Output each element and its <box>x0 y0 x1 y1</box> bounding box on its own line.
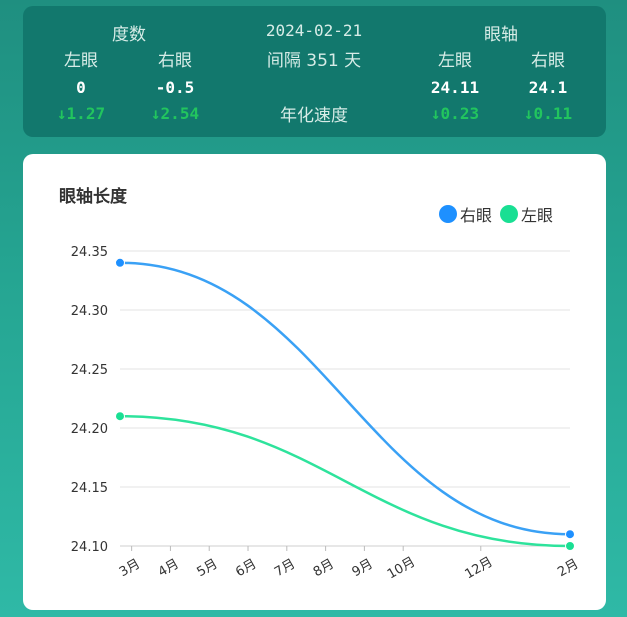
axis-left-change: ↓0.23 <box>430 104 480 123</box>
record-date: 2024-02-21 <box>265 21 363 40</box>
degree-right-label: 右眼 <box>158 51 192 71</box>
annual-speed-label: 年化速度 <box>280 106 348 126</box>
data-point-right-eye <box>115 257 125 268</box>
y-tick-label: 24.25 <box>71 363 108 378</box>
y-tick-label: 24.10 <box>71 540 108 555</box>
x-tick-label: 7月 <box>272 557 298 581</box>
data-point-left-eye <box>565 541 575 551</box>
stats-panel: 度数 左眼 右眼 0 -0.5 ↓1.27 ↓2.54 2024-02-21 间… <box>23 6 606 137</box>
axial-length-chart[interactable]: 24.10 24.15 24.20 24.25 24.30 24.35 3月 4月 5月 6月 7月… <box>23 154 606 610</box>
legend-label-left-eye: 左眼 <box>521 206 554 225</box>
y-tick-label: 24.30 <box>71 304 108 319</box>
x-tick-label: 4月 <box>156 557 182 581</box>
axis-title: 眼轴 <box>484 25 518 45</box>
legend-dot-left-eye <box>500 205 519 223</box>
axial-length-card: 眼轴长度 右眼 左眼 24.10 24.15 24.20 24.25 24.30 24.3… <box>23 154 606 610</box>
legend-label-right-eye: 右眼 <box>460 206 493 225</box>
chart-title: 眼轴长度 <box>59 187 127 207</box>
series-line-left-eye <box>119 414 571 548</box>
y-tick-label: 24.35 <box>71 245 108 260</box>
axis-right-value: 24.1 <box>528 78 568 97</box>
degree-left-value: 0 <box>76 78 86 97</box>
x-tick-label: 3月 <box>117 557 143 581</box>
degree-left-label: 左眼 <box>64 51 98 71</box>
degree-left-change: ↓1.27 <box>56 104 106 123</box>
axis-left-value: 24.11 <box>430 78 480 97</box>
data-point-right-eye <box>565 529 575 540</box>
interval-days: 间隔 351 天 <box>266 51 362 71</box>
y-tick-label: 24.20 <box>71 422 108 437</box>
legend-item-right-eye[interactable]: 右眼 <box>439 202 492 226</box>
x-tick-label: 6月 <box>233 557 259 581</box>
x-tick-label: 12月 <box>462 555 495 583</box>
legend-item-left-eye[interactable]: 左眼 <box>500 202 553 226</box>
x-tick-label: 2月 <box>555 557 581 581</box>
degree-title: 度数 <box>112 25 146 45</box>
series-line-right-eye <box>119 261 571 536</box>
degree-right-change: ↓2.54 <box>150 104 200 123</box>
y-tick-label: 24.15 <box>71 481 108 496</box>
legend-dot-right-eye <box>439 205 457 223</box>
x-tick-label: 10月 <box>385 555 418 583</box>
axis-left-label: 左眼 <box>438 51 472 71</box>
axis-right-change: ↓0.11 <box>523 104 573 123</box>
x-tick-label: 9月 <box>350 557 376 581</box>
x-tick-label: 8月 <box>311 557 337 581</box>
data-point-left-eye <box>115 411 125 422</box>
axis-right-label: 右眼 <box>531 51 565 71</box>
x-tick-label: 5月 <box>195 557 221 581</box>
degree-right-value: -0.5 <box>155 78 195 97</box>
chart-legend[interactable]: 右眼 左眼 <box>439 202 561 226</box>
